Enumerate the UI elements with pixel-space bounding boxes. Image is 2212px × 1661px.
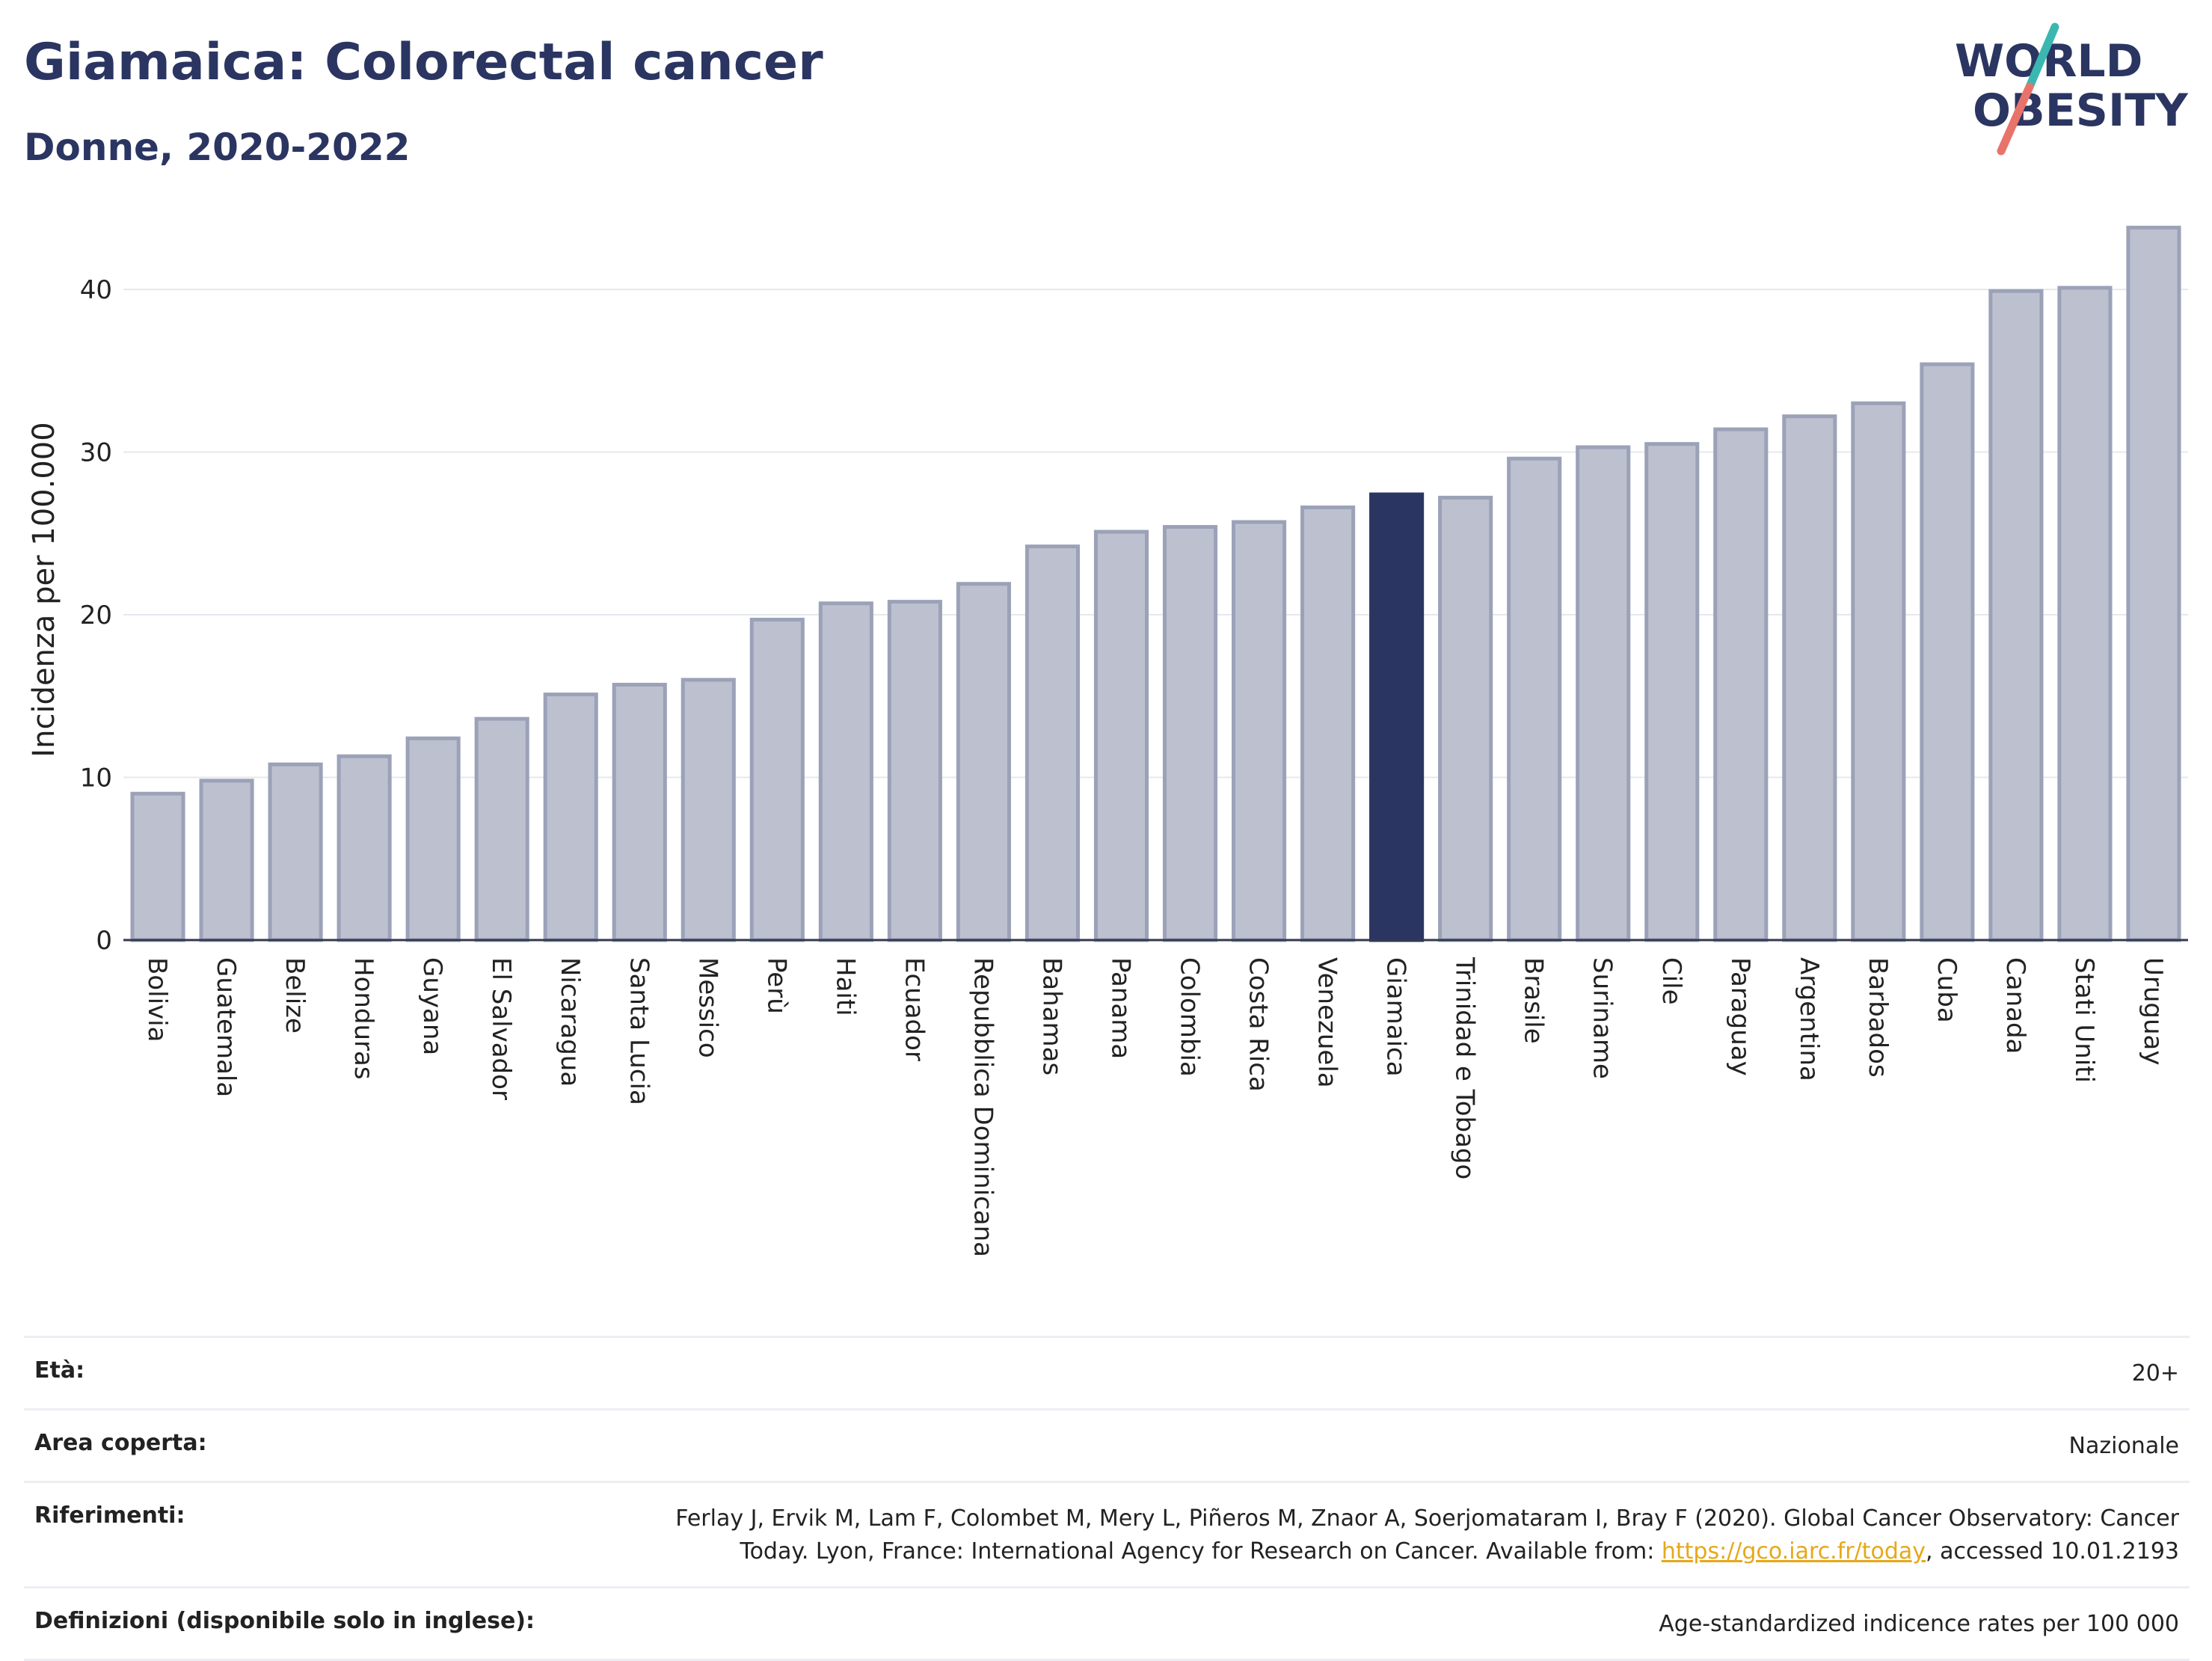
x-tick-label: Haiti	[830, 957, 860, 1016]
bar	[199, 779, 254, 942]
bar	[1300, 505, 1356, 942]
references-line-1: Ferlay J, Ervik M, Lam F, Colombet M, Me…	[675, 1505, 2179, 1532]
y-tick-label: 10	[80, 764, 112, 793]
world-obesity-logo-graphic: WORLD OBESITY	[1955, 22, 2189, 156]
definitions-label: Definizioni (disponibile solo in inglese…	[34, 1608, 535, 1634]
x-tick-label: Paraguay	[1725, 957, 1755, 1076]
x-tick-label: Argentina	[1794, 957, 1824, 1081]
x-tick-label: Costa Rica	[1244, 957, 1274, 1092]
info-row-area: Area coperta: Nazionale	[24, 1408, 2190, 1481]
references-link[interactable]: https://gco.iarc.fr/today	[1661, 1538, 1926, 1565]
bar	[337, 754, 392, 942]
x-tick-label: Giamaica	[1381, 957, 1411, 1077]
bar	[749, 618, 805, 942]
y-tick-label: 30	[80, 438, 112, 468]
bar	[612, 683, 667, 942]
x-tick-label: Brasile	[1519, 957, 1549, 1044]
bar	[1576, 445, 1631, 942]
x-tick-label: Cile	[1656, 957, 1686, 1005]
bar-chart: 0 10 20 30 40 Bolivia Guatemala Belize Honduras…	[27, 225, 2188, 1257]
info-row-references: Riferimenti: Ferlay J, Ervik M, Lam F, C…	[24, 1481, 2190, 1586]
x-tick-label: Perù	[761, 957, 791, 1014]
bars	[130, 225, 2181, 942]
bar	[1024, 544, 1081, 942]
bar	[1851, 401, 1906, 942]
bar	[405, 736, 461, 942]
bar	[130, 791, 185, 942]
bar	[818, 601, 873, 942]
info-row-definitions: Definizioni (disponibile solo in inglese…	[24, 1586, 2190, 1661]
bar	[2057, 286, 2113, 942]
y-tick-labels: 0 10 20 30 40	[80, 275, 112, 956]
bar	[1507, 456, 1562, 942]
x-tick-label: Bahamas	[1036, 957, 1066, 1075]
x-tick-label: Bolivia	[142, 957, 172, 1042]
x-tick-label: Trinidad e Tobago	[1450, 957, 1480, 1179]
y-tick-label: 40	[80, 275, 112, 305]
x-tick-label: Colombia	[1175, 957, 1205, 1077]
age-label: Età:	[34, 1357, 85, 1384]
bar	[1644, 442, 1700, 942]
x-tick-label: Santa Lucia	[624, 957, 654, 1105]
y-tick-label: 0	[96, 926, 112, 956]
area-value: Nazionale	[2068, 1433, 2179, 1459]
x-tick-label: Venezuela	[1312, 957, 1342, 1088]
x-tick-label: Panama	[1105, 957, 1135, 1059]
x-tick-labels: Bolivia Guatemala Belize Honduras Guyana El S…	[142, 957, 2168, 1257]
references-line-2-post: , accessed 10.01.2193	[1926, 1538, 2179, 1565]
x-tick-label: Uruguay	[2138, 957, 2168, 1066]
logo-slash-teal	[2025, 22, 2059, 91]
y-axis-label: Incidenza per 100.000	[27, 422, 61, 757]
references-line-2-pre: Today. Lyon, France: International Agenc…	[740, 1538, 1662, 1565]
chart-subtitle: Donne, 2020-2022	[24, 126, 411, 169]
age-value: 20+	[2131, 1360, 2179, 1387]
y-tick-label: 20	[80, 601, 112, 630]
references-value: Ferlay J, Ervik M, Lam F, Colombet M, Me…	[675, 1502, 2179, 1568]
logo-slash-coral	[1997, 82, 2034, 156]
bar	[1920, 362, 1975, 942]
bar	[1438, 495, 1493, 942]
x-tick-label: Nicaragua	[555, 957, 585, 1087]
x-tick-label: Ecuador	[899, 957, 929, 1061]
area-label: Area coperta:	[34, 1430, 207, 1456]
bar	[2126, 225, 2181, 942]
bar	[1162, 525, 1218, 942]
x-tick-label: Honduras	[348, 957, 378, 1080]
bar	[681, 678, 736, 942]
x-tick-label: El Salvador	[486, 957, 516, 1100]
info-table: Età: 20+ Area coperta: Nazionale Riferim…	[24, 1336, 2190, 1661]
bar	[1093, 529, 1149, 942]
x-tick-label: Barbados	[1863, 957, 1893, 1078]
x-tick-label: Belize	[280, 957, 310, 1034]
world-obesity-logo: WORLD OBESITY	[1952, 22, 2199, 157]
x-tick-label: Stati Uniti	[2069, 957, 2099, 1083]
bar	[474, 716, 529, 942]
references-label: Riferimenti:	[34, 1502, 185, 1529]
bar	[1713, 427, 1769, 942]
info-row-age: Età: 20+	[24, 1336, 2190, 1408]
x-tick-label: Messico	[692, 957, 722, 1058]
definitions-value: Age-standardized indicence rates per 100…	[1659, 1611, 2179, 1637]
bar	[1782, 414, 1837, 942]
x-tick-label: Guyana	[417, 957, 447, 1055]
x-tick-label: Repubblica Dominicana	[968, 957, 998, 1257]
bar	[268, 762, 323, 942]
x-tick-label: Suriname	[1588, 957, 1617, 1079]
bar	[1231, 520, 1287, 942]
chart-title: Giamaica: Colorectal cancer	[24, 33, 823, 92]
bar	[956, 582, 1011, 942]
x-tick-label: Canada	[2000, 957, 2030, 1054]
x-tick-label: Guatemala	[211, 957, 241, 1097]
x-tick-label: Cuba	[1932, 957, 1961, 1023]
bar	[887, 600, 942, 942]
bar-highlighted	[1369, 492, 1425, 942]
bar	[543, 693, 598, 942]
bar	[1988, 289, 2044, 942]
